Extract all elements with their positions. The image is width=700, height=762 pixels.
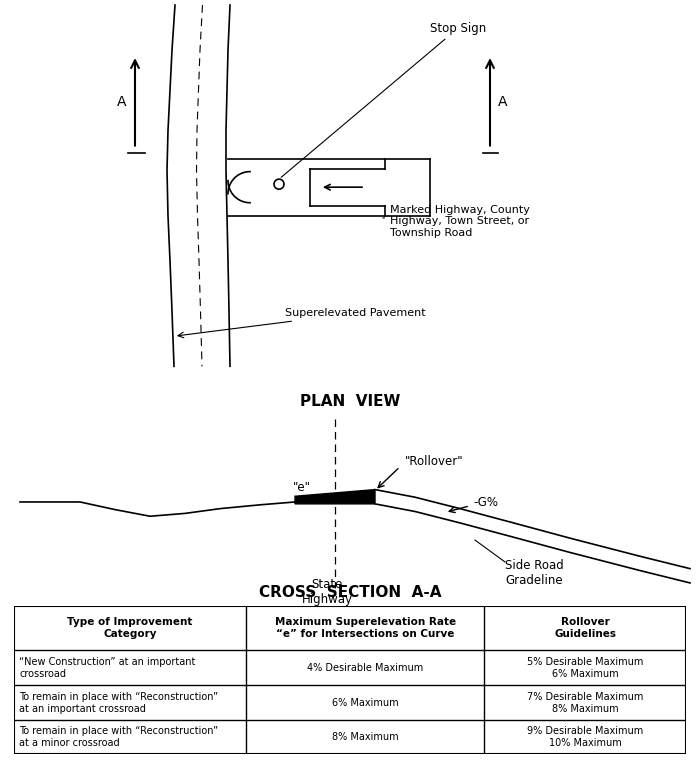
- Text: 8% Maximum: 8% Maximum: [332, 732, 398, 742]
- Text: Marked Highway, County
Highway, Town Street, or
Township Road: Marked Highway, County Highway, Town Str…: [383, 205, 530, 238]
- Text: Rollover
Guidelines: Rollover Guidelines: [554, 617, 616, 639]
- Text: 7% Desirable Maximum
8% Maximum: 7% Desirable Maximum 8% Maximum: [527, 692, 643, 713]
- Text: A: A: [118, 95, 127, 110]
- Text: "e": "e": [293, 481, 311, 495]
- Text: Side Road
Gradeline: Side Road Gradeline: [505, 559, 564, 587]
- Text: 4% Desirable Maximum: 4% Desirable Maximum: [307, 663, 424, 673]
- Polygon shape: [295, 490, 375, 504]
- Text: PLAN  VIEW: PLAN VIEW: [300, 394, 400, 409]
- Text: Stop Sign: Stop Sign: [281, 21, 486, 178]
- Text: "Rollover": "Rollover": [405, 454, 463, 468]
- Text: State
Highway: State Highway: [302, 578, 353, 606]
- Text: A: A: [498, 95, 508, 110]
- Text: -G%: -G%: [473, 496, 498, 510]
- Text: To remain in place with “Reconstruction”
at an important crossroad: To remain in place with “Reconstruction”…: [20, 692, 218, 713]
- Text: To remain in place with “Reconstruction”
at a minor crossroad: To remain in place with “Reconstruction”…: [20, 726, 218, 748]
- Text: “New Construction” at an important
crossroad: “New Construction” at an important cross…: [20, 657, 196, 679]
- Text: Superelevated Pavement: Superelevated Pavement: [178, 308, 426, 338]
- Text: 5% Desirable Maximum
6% Maximum: 5% Desirable Maximum 6% Maximum: [527, 657, 643, 679]
- Text: 6% Maximum: 6% Maximum: [332, 698, 398, 708]
- Text: Type of Improvement
Category: Type of Improvement Category: [67, 617, 192, 639]
- Text: Maximum Superelevation Rate
“e” for Intersections on Curve: Maximum Superelevation Rate “e” for Inte…: [274, 617, 456, 639]
- Text: CROSS  SECTION  A-A: CROSS SECTION A-A: [259, 585, 441, 600]
- Text: 9% Desirable Maximum
10% Maximum: 9% Desirable Maximum 10% Maximum: [527, 726, 643, 748]
